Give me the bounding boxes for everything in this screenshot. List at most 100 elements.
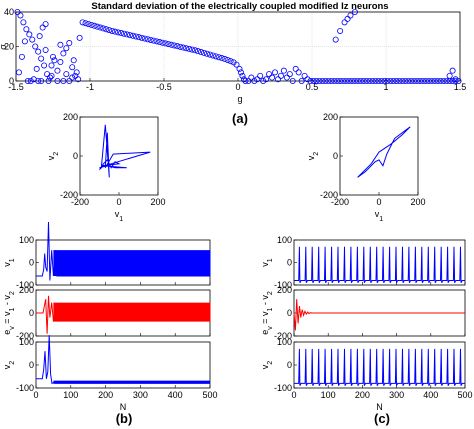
a-data-point	[396, 78, 403, 85]
a-data-point	[301, 72, 308, 79]
b-phase-xtick-label: 200	[150, 197, 165, 207]
a-data-point	[27, 78, 34, 85]
a-data-point	[319, 78, 326, 85]
a-data-point	[38, 55, 45, 62]
a-data-point	[54, 67, 61, 74]
a-data-point	[266, 71, 273, 78]
a-data-point	[408, 78, 415, 85]
a-xtick-label: 1.5	[454, 82, 467, 92]
b-time-xlabel: N	[120, 402, 127, 412]
a-data-point	[162, 40, 169, 47]
c-phase-xtick-label: 200	[410, 197, 425, 207]
a-data-point	[79, 19, 86, 26]
a-data-point	[372, 78, 379, 85]
c-time-sub1-ytick-label: 0	[287, 258, 292, 268]
a-data-point	[340, 78, 347, 85]
a-data-point	[82, 20, 89, 27]
a-data-point	[168, 41, 175, 48]
a-data-point	[29, 36, 36, 43]
a-data-point	[57, 41, 64, 48]
a-data-point	[310, 78, 317, 85]
a-ylabel: σ	[0, 44, 8, 50]
a-data-point	[375, 78, 382, 85]
b-time-sub1-ytick-label: 100	[19, 235, 34, 245]
a-data-point	[132, 33, 139, 40]
a-data-point	[245, 78, 252, 85]
a-data-point	[411, 78, 418, 85]
b-time-sub1-signal	[36, 221, 211, 281]
a-data-point	[215, 54, 222, 61]
a-data-point	[17, 12, 24, 19]
a-data-point	[60, 50, 67, 57]
c-phase-xtick-label: -200	[331, 197, 349, 207]
a-data-point	[428, 78, 435, 85]
a-data-point	[218, 55, 225, 62]
a-data-point	[192, 47, 199, 54]
b-time-sub1-ytick-label: -100	[16, 280, 34, 290]
a-xtick-label: -1	[86, 82, 94, 92]
a-data-point	[351, 78, 358, 85]
a-data-point	[66, 40, 73, 47]
panel-label-c: (c)	[374, 411, 390, 426]
a-data-point	[348, 78, 355, 85]
a-data-point	[147, 36, 154, 43]
a-data-point	[363, 78, 370, 85]
a-data-point	[69, 74, 76, 81]
a-data-point	[455, 78, 462, 85]
a-data-point	[332, 36, 339, 43]
a-data-point	[440, 78, 447, 85]
c-time-sub2-ytick-label: 200	[277, 285, 292, 295]
b-time-sub3-ytick-label: -100	[16, 383, 34, 393]
b-phase-axes	[79, 116, 159, 196]
a-data-point	[286, 71, 293, 78]
a-data-point	[337, 27, 344, 34]
a-data-point	[126, 32, 133, 39]
a-data-point	[381, 78, 388, 85]
a-data-point	[452, 76, 459, 83]
c-time-sub1-axes	[293, 239, 466, 286]
a-data-point	[351, 8, 358, 15]
a-data-point	[18, 53, 25, 60]
c-time-sub3-axes	[293, 341, 466, 389]
a-ytick-label: 40	[4, 7, 14, 17]
a-data-point	[97, 24, 104, 31]
a-data-point	[387, 78, 394, 85]
c-time-sub3-ytick-label: 100	[277, 337, 292, 347]
panel-c-phase-plot: -200 0 200 -200 0 200 v1 v2	[306, 112, 426, 223]
a-data-point	[54, 78, 61, 85]
a-data-point	[50, 53, 57, 60]
a-data-point	[91, 22, 98, 29]
a-data-point	[212, 53, 219, 60]
a-data-point	[39, 24, 46, 31]
a-data-point	[446, 72, 453, 79]
a-data-point	[129, 32, 136, 39]
a-data-point	[32, 43, 39, 50]
a-data-point	[360, 78, 367, 85]
a-data-point	[390, 78, 397, 85]
c-time-xtick-label: 0	[291, 390, 296, 400]
a-xtick-label: -0.5	[156, 82, 172, 92]
b-phase-xtick-label: 0	[116, 197, 121, 207]
b-phase-xtick-label: -200	[71, 197, 89, 207]
a-data-point	[307, 78, 314, 85]
a-data-point	[48, 62, 55, 69]
c-time-sub2-signal	[293, 299, 465, 331]
a-data-point	[393, 78, 400, 85]
a-data-point	[248, 74, 255, 81]
c-time-xlabel: N	[376, 402, 383, 412]
b-phase-xlabel: v1	[115, 209, 124, 223]
a-data-point	[227, 58, 234, 65]
b-phase-trajectory	[99, 124, 151, 178]
b-time-xtick-label: 100	[63, 390, 78, 400]
a-data-point	[38, 78, 45, 85]
a-data-point	[425, 78, 432, 85]
a-data-point	[73, 69, 80, 76]
a-data-point	[76, 34, 83, 41]
a-data-point	[331, 78, 338, 85]
a-data-point	[106, 27, 113, 34]
a-data-point	[449, 67, 456, 74]
a-data-point	[60, 78, 67, 85]
a-data-point	[239, 72, 246, 79]
a-data-point	[200, 49, 207, 56]
